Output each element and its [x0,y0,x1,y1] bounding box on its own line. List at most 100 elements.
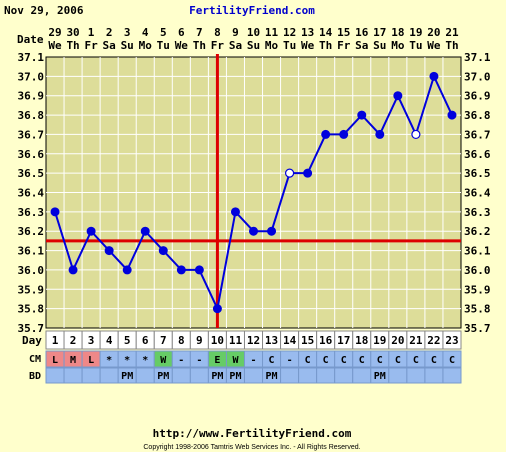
day-number: 10 [211,334,224,347]
bd-cell [63,367,83,384]
y-tick-label-right: 37.1 [464,51,491,64]
cm-value: C [359,355,365,366]
temperature-point [194,265,204,275]
temperature-point [212,304,222,314]
day-cell [442,330,462,350]
temperature-point [249,226,258,236]
cm-value: W [160,355,167,366]
temperature-point [68,265,78,275]
day-number: 22 [427,334,440,347]
temperature-point [357,110,367,120]
y-tick-label-right: 36.3 [464,206,491,219]
date-label: 20 [427,26,440,39]
cm-value: C [413,355,419,366]
y-tick-label-right: 36.4 [464,187,491,200]
bd-cell [352,367,372,384]
temperature-point [104,246,114,256]
temperature-point [86,226,96,236]
y-tick-label-left: 36.3 [18,206,45,219]
cm-row-label: CM [29,354,41,365]
date-label: 15 [337,26,350,39]
day-number: 15 [301,334,314,347]
bd-cell [280,367,300,384]
date-label: 13 [301,26,314,39]
y-tick-label-left: 36.7 [18,128,45,141]
y-tick-label-right: 35.9 [464,283,491,296]
bd-value: PM [229,371,241,382]
day-number: 13 [265,334,278,347]
date-label: 10 [247,26,260,39]
bd-cell [334,367,354,384]
temperature-point [303,168,313,178]
day-number: 2 [70,334,77,347]
y-tick-label-right: 36.9 [464,90,491,103]
cm-cell [442,350,462,368]
bd-value: PM [121,371,133,382]
temperature-point [140,226,150,236]
weekday-label: Su [247,39,260,52]
chart-date: Nov 29, 2006 [4,4,84,17]
bd-cell [45,367,65,384]
site-title[interactable]: FertilityFriend.com [189,4,315,17]
weekday-label: Su [121,39,134,52]
day-number: 14 [283,334,297,347]
y-tick-label-right: 36.1 [464,245,491,258]
temperature-point-open [411,129,421,140]
weekday-label: Mo [265,39,279,52]
y-tick-label-right: 36.2 [464,225,491,238]
weekday-label: Mo [139,39,153,52]
bd-cell [442,367,462,384]
day-number: 4 [106,334,113,347]
date-label: 3 [124,26,131,39]
cm-value: - [178,355,184,366]
day-number: 12 [247,334,260,347]
y-tick-label-left: 36.6 [18,148,45,161]
y-tick-label-right: 36.5 [464,167,491,180]
y-tick-label-left: 36.5 [18,167,45,180]
date-label: 18 [391,26,404,39]
temperature-point [339,129,349,139]
bd-cell [81,367,101,384]
cm-value: C [341,355,347,366]
y-tick-label-left: 35.9 [18,283,45,296]
temperature-point [429,71,439,81]
cm-value: W [232,355,239,366]
y-tick-label-left: 36.2 [18,225,45,238]
date-label: 17 [373,26,386,39]
weekday-label: We [175,39,189,52]
date-label: 4 [142,26,149,39]
bd-value: PM [211,371,223,382]
y-tick-label-right: 36.7 [464,128,491,141]
weekday-label: Su [373,39,386,52]
y-tick-label-left: 36.4 [18,187,45,200]
weekday-label: Th [66,39,79,52]
day-number: 7 [160,334,167,347]
footer-url[interactable]: http://www.FertilityFriend.com [153,427,352,440]
temperature-point [393,91,403,101]
bd-cell [424,367,444,384]
day-number: 18 [355,334,368,347]
date-label: 29 [48,26,61,39]
weekday-label: Tu [409,39,422,52]
bd-cell [243,367,264,384]
y-tick-label-right: 35.7 [464,322,491,335]
y-tick-label-left: 37.0 [18,70,45,83]
weekday-label: Th [319,39,332,52]
date-label: 9 [232,26,239,39]
date-label: 30 [66,26,79,39]
weekday-label: Sa [229,39,242,52]
cm-value: L [52,355,58,366]
day-number: 8 [178,334,185,347]
cm-value: * [142,355,148,366]
bd-cell [316,367,336,384]
weekday-label: We [48,39,62,52]
weekday-label: Fr [337,39,351,52]
weekday-label: Tu [157,39,170,52]
day-number: 6 [142,334,149,347]
y-tick-label-left: 35.8 [18,303,45,316]
bd-value: PM [374,371,386,382]
cm-value: C [323,355,329,366]
temperature-point [375,129,385,139]
day-number: 11 [229,334,243,347]
